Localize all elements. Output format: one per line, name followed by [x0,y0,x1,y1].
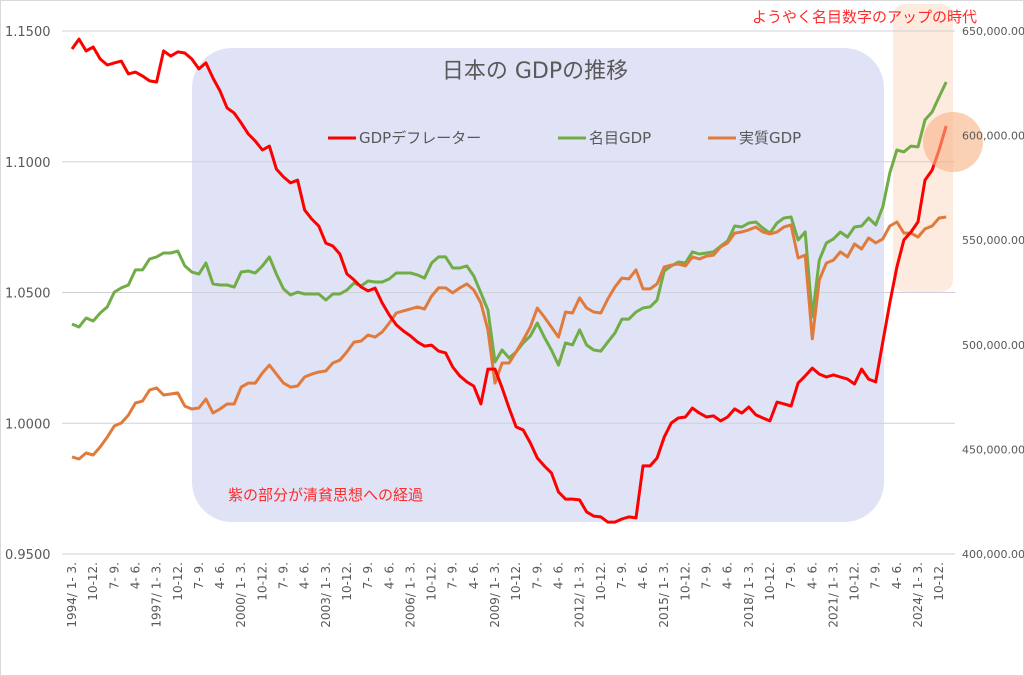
x-tick-label: 7- 9. [277,562,291,589]
x-tick-label: 1994/ 1- 3. [65,562,79,628]
x-tick-label: 2021/ 1- 3. [826,562,840,628]
x-tick-label: 7- 9. [361,562,375,589]
x-tick-label: 7- 9. [192,562,206,589]
y-right-tick-label: 550,000.00 [962,234,1024,247]
series-line-deflator [70,37,948,524]
y-right-tick-label: 500,000.00 [962,339,1024,352]
x-tick-label: 10-12. [425,562,439,601]
x-tick-label: 1997/ 1- 3. [150,562,164,628]
series-line-real-gdp [71,215,947,461]
x-tick-label: 10-12. [171,562,185,601]
x-tick-label: 4- 6. [298,562,312,589]
x-tick-label: 2024/ 1- 3. [911,562,925,628]
x-tick-label: 7- 9. [446,562,460,589]
x-tick-label: 4- 6. [721,562,735,589]
x-tick-label: 10-12. [763,562,777,601]
x-tick-label: 4- 6. [382,562,396,589]
x-tick-label: 2018/ 1- 3. [742,562,756,628]
x-tick-label: 10-12. [594,562,608,601]
x-tick-label: 4- 6. [805,562,819,589]
y-right-tick-label: 400,000.00 [962,548,1024,561]
x-tick-label: 10-12. [86,562,100,601]
legend-label-deflator: GDPデフレーター [359,129,481,147]
x-tick-label: 7- 9. [107,562,121,589]
y-right-tick-label: 650,000.00 [962,25,1024,38]
x-tick-label: 10-12. [848,562,862,601]
x-tick-label: 2009/ 1- 3. [488,562,502,628]
x-tick-label: 2012/ 1- 3. [573,562,587,628]
x-tick-label: 4- 6. [467,562,481,589]
x-tick-label: 4- 6. [890,562,904,589]
legend: GDPデフレーター 名目GDP 実質GDP [328,129,801,147]
x-tick-label: 2006/ 1- 3. [403,562,417,628]
x-tick-label: 4- 6. [551,562,565,589]
y-left-tick-label: 1.0500 [5,287,51,302]
x-tick-label: 7- 9. [869,562,883,589]
x-tick-label: 10-12. [932,562,946,601]
y-right-tick-label: 600,000.00 [962,130,1024,143]
legend-label-nominal-gdp: 名目GDP [589,129,651,147]
chart-title: 日本の GDPの推移 [442,59,628,84]
purple-region [192,48,884,522]
legend-label-real-gdp: 実質GDP [739,129,801,147]
x-tick-label: 7- 9. [530,562,544,589]
y-left-tick-label: 1.0000 [5,417,51,432]
annotation-top-right: ようやく名目数字のアップの時代 [752,8,977,26]
annotation-purple-region: 紫の部分が清貧思想への経過 [228,486,423,504]
x-tick-label: 7- 9. [700,562,714,589]
x-tick-label: 4- 6. [128,562,142,589]
series-line-nominal-gdp [71,81,948,367]
x-tick-label: 7- 9. [615,562,629,589]
x-tick-label: 2003/ 1- 3. [319,562,333,628]
x-tick-label: 10-12. [340,562,354,601]
y-left-tick-label: 0.9500 [5,548,51,563]
y-right-tick-label: 450,000.00 [962,443,1024,456]
x-tick-label: 2015/ 1- 3. [657,562,671,628]
x-tick-label: 4- 6. [636,562,650,589]
x-tick-label: 2000/ 1- 3. [234,562,248,628]
x-tick-label: 10-12. [678,562,692,601]
x-tick-label: 10-12. [509,562,523,601]
x-tick-label: 7- 9. [784,562,798,589]
y-left-tick-label: 1.1500 [5,25,51,40]
y-left-tick-label: 1.1000 [5,156,51,171]
x-tick-label: 4- 6. [213,562,227,589]
highlight-circle [923,112,983,172]
x-tick-label: 10-12. [255,562,269,601]
